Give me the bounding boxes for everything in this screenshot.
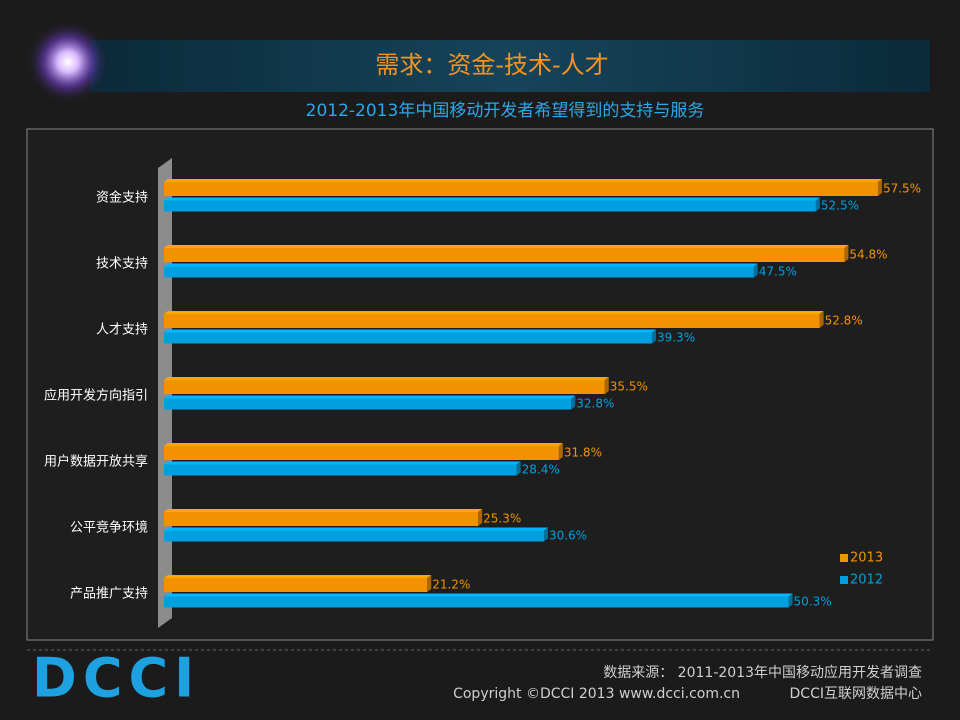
value-label: 30.6% (549, 529, 587, 543)
bar-side (877, 179, 882, 196)
bar-side (604, 377, 609, 394)
bar-side (478, 509, 483, 526)
bar-side (753, 263, 758, 278)
bar-top (164, 593, 793, 597)
legend-label: 2012 (850, 573, 883, 588)
bar-top (164, 443, 563, 446)
value-label: 25.3% (483, 512, 521, 526)
value-label: 54.8% (849, 248, 887, 262)
bar-top (164, 527, 548, 531)
bar (164, 248, 845, 262)
bar (164, 314, 820, 328)
value-label: 39.3% (657, 331, 695, 345)
bar (164, 398, 572, 410)
value-label: 21.2% (432, 578, 470, 592)
bar-top (164, 329, 656, 333)
bar-side (815, 197, 820, 212)
value-label: 52.8% (825, 314, 863, 328)
value-label: 57.5% (883, 182, 921, 196)
legend-label: 2013 (850, 551, 883, 566)
value-label: 35.5% (610, 380, 648, 394)
bar (164, 332, 652, 344)
bar (164, 200, 816, 212)
bar-side (558, 443, 563, 460)
bar-top (164, 311, 824, 314)
bar-top (164, 509, 483, 512)
category-label: 用户数据开放共享 (44, 454, 148, 470)
value-label: 31.8% (564, 446, 602, 460)
star-decoration (26, 20, 110, 104)
copyright: Copyright ©DCCI 2013 www.dcci.com.cn (453, 686, 740, 702)
bar (164, 182, 878, 196)
category-label: 技术支持 (96, 257, 148, 272)
bar (164, 530, 544, 542)
bar-side (427, 575, 432, 592)
page-title: 需求：资金-技术-人才 (375, 51, 608, 79)
category-label: 公平竞争环境 (70, 520, 148, 536)
bar-top (164, 179, 882, 182)
category-label: 产品推广支持 (70, 587, 148, 602)
bar (164, 464, 517, 476)
bar-side (788, 593, 793, 608)
bar-top (164, 377, 609, 380)
org: DCCI互联网数据中心 (790, 686, 922, 702)
category-label: 资金支持 (96, 190, 148, 206)
bar-side (571, 395, 576, 410)
bar (164, 512, 479, 526)
bar-top (164, 245, 849, 248)
bar-side (516, 461, 521, 476)
value-label: 47.5% (759, 265, 797, 279)
bar-top (164, 575, 432, 578)
category-label: 人才支持 (96, 323, 148, 338)
bar-top (164, 461, 521, 465)
bar-side (651, 329, 656, 344)
legend-swatch (840, 554, 848, 562)
value-label: 32.8% (576, 397, 614, 411)
value-label: 52.5% (821, 199, 859, 213)
logo: DCCI (32, 647, 200, 710)
chart-title: 2012-2013年中国移动开发者希望得到的支持与服务 (306, 101, 705, 121)
bar-top (164, 395, 576, 399)
source: 数据来源： 2011-2013年中国移动应用开发者调查 (603, 664, 922, 681)
bar-side (819, 311, 824, 328)
bar (164, 446, 559, 460)
category-label: 应用开发方向指引 (44, 388, 148, 404)
bar (164, 596, 789, 608)
bar (164, 578, 428, 592)
value-label: 50.3% (794, 595, 832, 609)
bar (164, 266, 754, 278)
bar-top (164, 197, 820, 201)
bar-side (844, 245, 849, 262)
bar-top (164, 263, 758, 267)
bar-side (543, 527, 548, 542)
title-band (90, 40, 930, 92)
bar (164, 380, 605, 394)
value-label: 28.4% (522, 463, 560, 477)
legend-swatch (840, 576, 848, 584)
